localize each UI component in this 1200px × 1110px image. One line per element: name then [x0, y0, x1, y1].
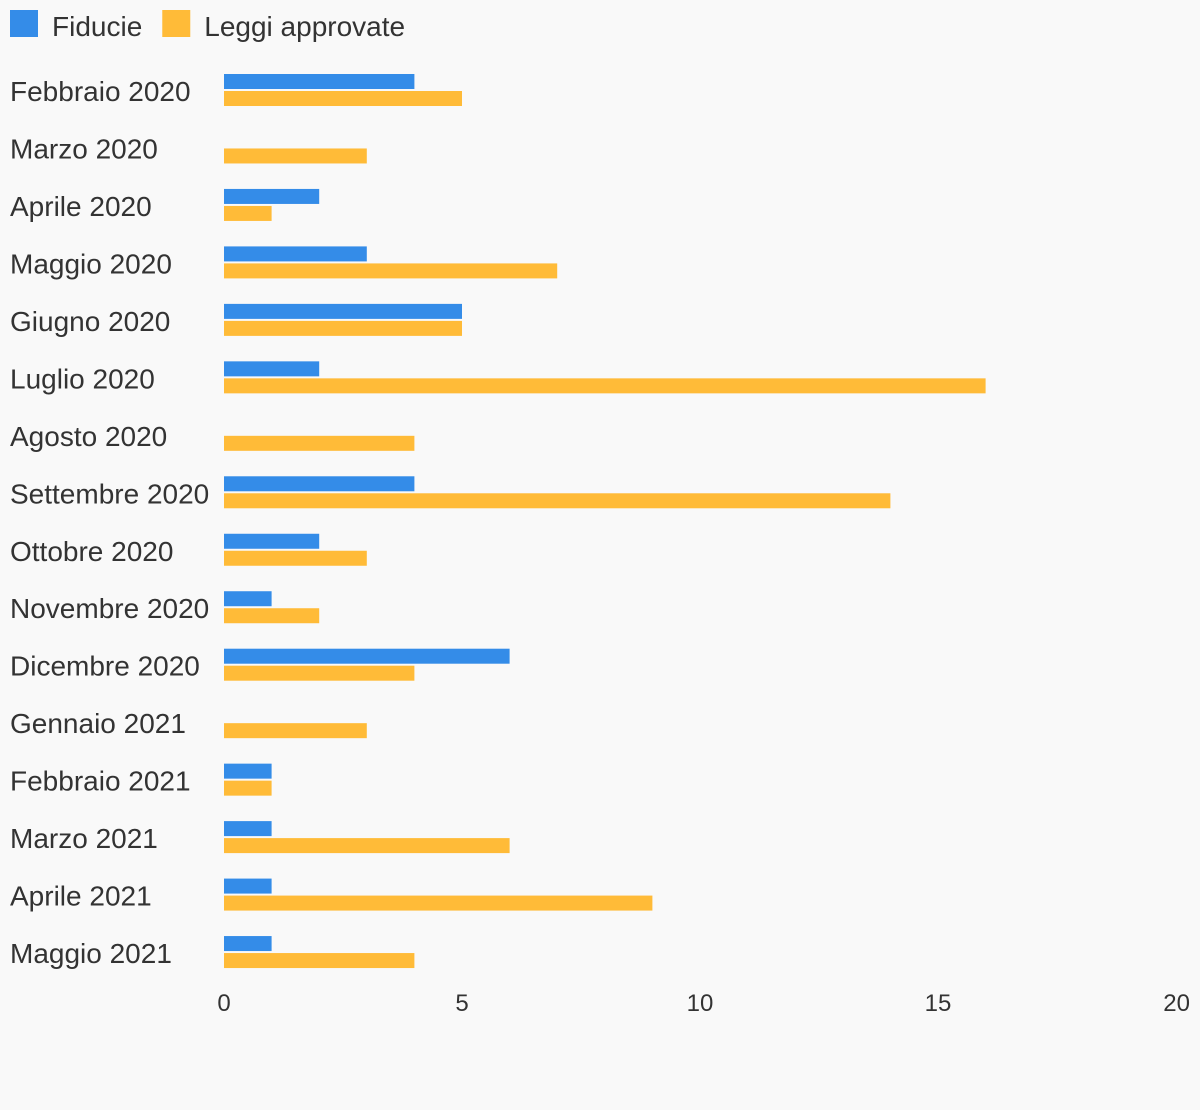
bar-leggi-approvate [224, 378, 986, 394]
category-label: Settembre 2020 [10, 478, 209, 509]
category-label: Luglio 2020 [10, 363, 155, 394]
legend-swatch-leggi-approvate [162, 10, 191, 37]
category-label: Dicembre 2020 [10, 651, 200, 682]
bar-fiducie [224, 246, 367, 262]
bar-leggi-approvate [224, 435, 415, 451]
bar-leggi-approvate [224, 205, 272, 221]
bar-fiducie [224, 74, 415, 89]
bar-fiducie [224, 303, 462, 319]
category-label: Febbraio 2021 [10, 766, 191, 797]
bar-leggi-approvate [224, 320, 462, 336]
category-labels: Febbraio 2020 Marzo 2020 Aprile 2020 Maggio… [10, 76, 209, 969]
bar-leggi-approvate [224, 780, 272, 796]
bar-leggi-approvate [224, 723, 367, 739]
legend-label-fiducie: Fiducie [52, 11, 142, 42]
bar-fiducie [224, 533, 320, 549]
bar-leggi-approvate [224, 263, 558, 279]
category-label: Gennaio 2021 [10, 708, 186, 739]
bar-fiducie [224, 476, 415, 492]
bar-fiducie [224, 188, 320, 204]
legend: Fiducie Leggi approvate [10, 10, 405, 42]
bar-fiducie [224, 821, 272, 837]
bar-leggi-approvate [224, 953, 415, 969]
x-tick-label: 0 [217, 990, 230, 1017]
x-tick-label: 10 [687, 990, 714, 1017]
bar-leggi-approvate [224, 838, 510, 854]
category-label: Ottobre 2020 [10, 536, 173, 567]
x-axis: 0 5 10 15 20 [217, 990, 1190, 1017]
bar-leggi-approvate [224, 493, 891, 509]
category-label: Aprile 2021 [10, 881, 152, 912]
x-tick-label: 20 [1163, 990, 1190, 1017]
bar-leggi-approvate [224, 895, 653, 911]
category-label: Novembre 2020 [10, 593, 209, 624]
category-label: Marzo 2020 [10, 133, 158, 164]
category-label: Agosto 2020 [10, 421, 167, 452]
category-label: Maggio 2021 [10, 938, 172, 969]
bar-fiducie [224, 361, 320, 377]
bars [224, 74, 986, 969]
bar-leggi-approvate [224, 91, 462, 106]
x-tick-label: 5 [455, 990, 468, 1017]
x-tick-label: 15 [925, 990, 952, 1017]
category-label: Febbraio 2020 [10, 76, 191, 107]
category-label: Maggio 2020 [10, 248, 172, 279]
legend-swatch-fiducie [10, 10, 38, 37]
bar-leggi-approvate [224, 665, 415, 681]
bar-leggi-approvate [224, 608, 320, 624]
bar-fiducie [224, 648, 510, 664]
bar-fiducie [224, 936, 272, 952]
bar-fiducie [224, 763, 272, 779]
bar-leggi-approvate [224, 148, 367, 164]
bar-fiducie [224, 591, 272, 607]
bar-leggi-approvate [224, 550, 367, 566]
category-label: Aprile 2020 [10, 191, 152, 222]
bar-fiducie [224, 878, 272, 894]
category-label: Giugno 2020 [10, 306, 170, 337]
category-label: Marzo 2021 [10, 823, 158, 854]
legend-label-leggi-approvate: Leggi approvate [204, 11, 405, 42]
